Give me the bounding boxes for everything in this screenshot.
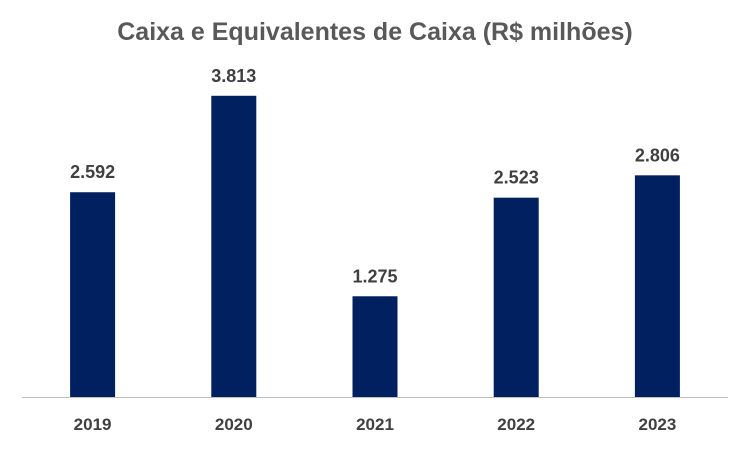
bar-2020 [211,95,257,397]
data-label-2023: 2.806 [635,145,680,165]
x-tick-label-2019: 2019 [74,415,112,434]
bar-2023 [634,175,680,397]
bar-2022 [493,197,539,397]
bar-2019 [70,192,116,397]
data-label-2022: 2.523 [494,168,539,188]
x-tick-labels-group: 2019 2020 2021 2022 2023 [74,415,677,434]
data-labels-group: 2.592 3.813 1.275 2.523 2.806 [70,66,680,287]
data-label-2019: 2.592 [70,162,115,182]
x-tick-label-2020: 2020 [215,415,253,434]
bars-group [70,95,680,397]
bar-2021 [352,296,398,397]
chart-title: Caixa e Equivalentes de Caixa (R$ milhõe… [117,18,633,46]
x-tick-label-2021: 2021 [356,415,394,434]
data-label-2021: 1.275 [352,266,397,286]
x-tick-label-2022: 2022 [497,415,535,434]
x-tick-label-2023: 2023 [638,415,676,434]
data-label-2020: 3.813 [211,66,256,86]
